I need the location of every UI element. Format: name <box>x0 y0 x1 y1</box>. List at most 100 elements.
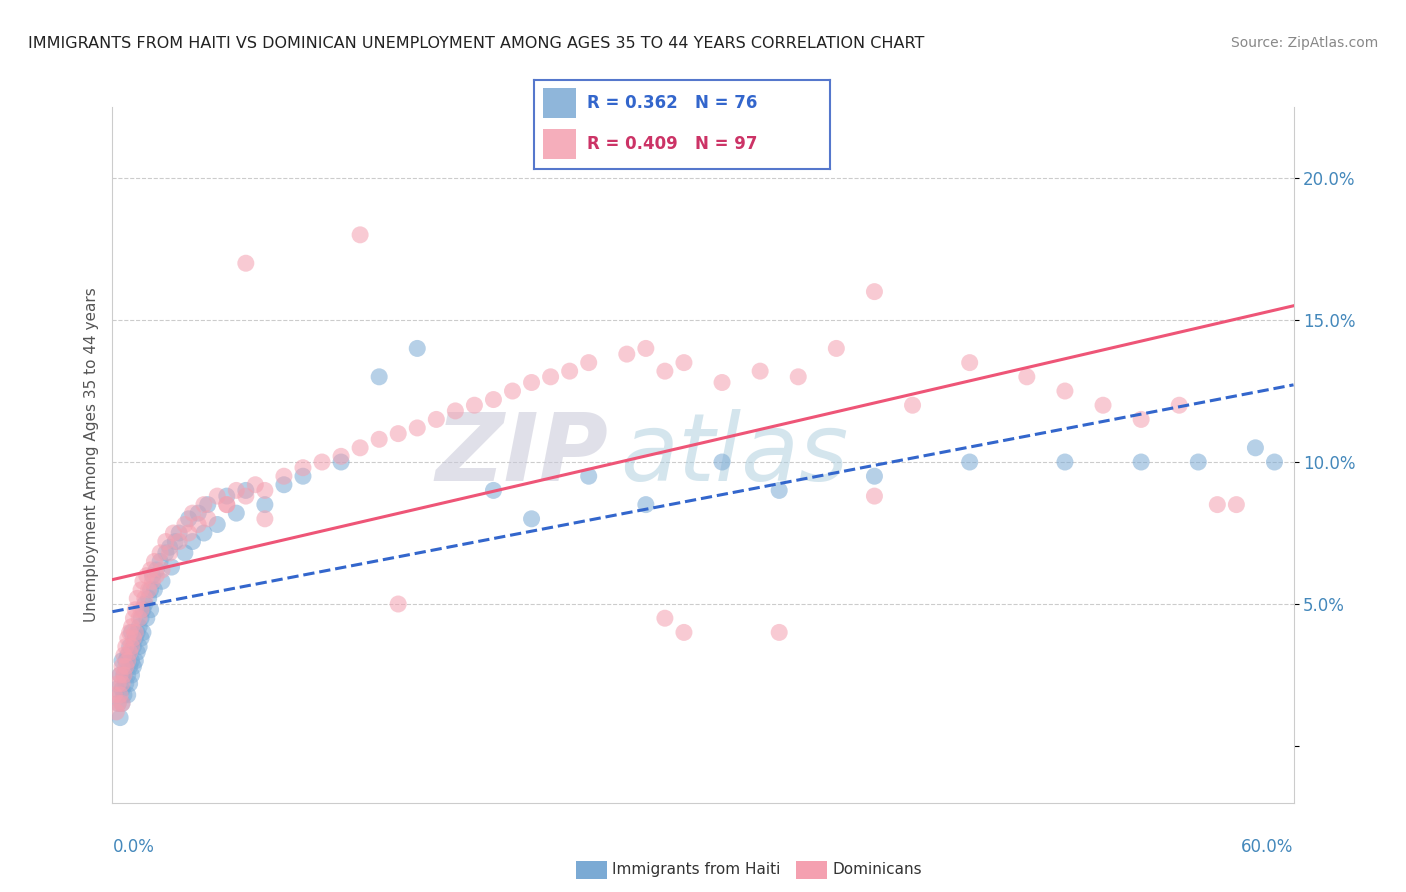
Point <box>107 697 129 711</box>
Y-axis label: Unemployment Among Ages 35 to 44 years: Unemployment Among Ages 35 to 44 years <box>83 287 98 623</box>
Point <box>578 356 600 370</box>
Point <box>273 477 295 491</box>
Point <box>141 568 163 582</box>
Point <box>117 654 139 668</box>
Point <box>520 376 543 390</box>
Point <box>135 611 157 625</box>
Point <box>165 534 187 549</box>
Point <box>117 668 139 682</box>
Point <box>387 597 409 611</box>
Point <box>138 582 160 597</box>
Point <box>111 682 134 697</box>
Point <box>173 517 195 532</box>
Text: atlas: atlas <box>620 409 849 500</box>
Point <box>108 710 131 724</box>
Point <box>1168 398 1191 412</box>
Point <box>155 546 177 560</box>
Point <box>901 398 924 412</box>
Point <box>139 563 162 577</box>
Point <box>1015 369 1038 384</box>
Point <box>121 640 143 654</box>
Point <box>197 512 219 526</box>
Point <box>711 376 734 390</box>
Point <box>330 450 353 464</box>
Bar <box>543 129 575 159</box>
Point <box>1130 412 1153 426</box>
Point <box>121 654 143 668</box>
Point <box>139 582 162 597</box>
Point <box>118 625 141 640</box>
Point <box>108 688 131 702</box>
Point <box>128 620 150 634</box>
Point <box>129 582 152 597</box>
Point <box>825 342 848 356</box>
Point <box>112 648 135 662</box>
Point <box>132 574 155 589</box>
Point <box>349 227 371 242</box>
Point <box>482 483 505 498</box>
Text: R = 0.409   N = 97: R = 0.409 N = 97 <box>588 135 758 153</box>
Point <box>406 342 429 356</box>
Point <box>540 369 562 384</box>
Text: Source: ZipAtlas.com: Source: ZipAtlas.com <box>1230 36 1378 50</box>
Point <box>207 489 229 503</box>
Point <box>1187 455 1209 469</box>
Point <box>463 398 485 412</box>
Point <box>672 625 695 640</box>
Point <box>135 568 157 582</box>
Point <box>1206 498 1229 512</box>
Point <box>162 526 184 541</box>
Point <box>311 455 333 469</box>
Point <box>141 574 163 589</box>
Point <box>558 364 581 378</box>
Point <box>112 668 135 682</box>
Point <box>127 625 149 640</box>
Point <box>291 469 314 483</box>
Point <box>173 546 195 560</box>
Point <box>149 546 172 560</box>
Point <box>1053 455 1076 469</box>
Point <box>124 654 146 668</box>
Point <box>235 256 257 270</box>
Point <box>132 625 155 640</box>
Point <box>132 603 155 617</box>
Point <box>134 597 156 611</box>
Point <box>105 705 128 719</box>
Point <box>128 640 150 654</box>
Point <box>863 489 886 503</box>
Point <box>225 506 247 520</box>
Point <box>291 460 314 475</box>
Point <box>114 654 136 668</box>
Point <box>112 688 135 702</box>
Point <box>672 356 695 370</box>
Point <box>749 364 772 378</box>
Point <box>129 603 152 617</box>
Point <box>150 574 173 589</box>
Point <box>134 591 156 606</box>
Point <box>122 640 145 654</box>
Point <box>122 659 145 673</box>
Point <box>187 517 209 532</box>
Point <box>143 554 166 568</box>
Point <box>122 631 145 645</box>
Point <box>121 625 143 640</box>
Point <box>114 659 136 673</box>
Point <box>117 688 139 702</box>
Point <box>616 347 638 361</box>
Point <box>112 668 135 682</box>
Point <box>1130 455 1153 469</box>
Point <box>181 534 204 549</box>
Point <box>215 498 238 512</box>
Point <box>863 285 886 299</box>
Point <box>245 477 267 491</box>
Point <box>177 526 200 541</box>
Point <box>145 568 167 582</box>
Point <box>253 498 276 512</box>
Point <box>122 611 145 625</box>
Point <box>634 342 657 356</box>
Point <box>111 659 134 673</box>
Point <box>768 483 790 498</box>
Point <box>111 697 134 711</box>
Text: 60.0%: 60.0% <box>1241 838 1294 855</box>
Text: ZIP: ZIP <box>436 409 609 501</box>
